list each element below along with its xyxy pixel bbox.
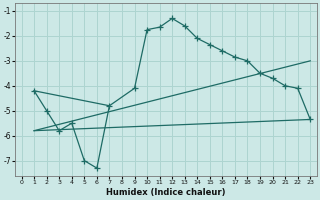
X-axis label: Humidex (Indice chaleur): Humidex (Indice chaleur)	[106, 188, 226, 197]
